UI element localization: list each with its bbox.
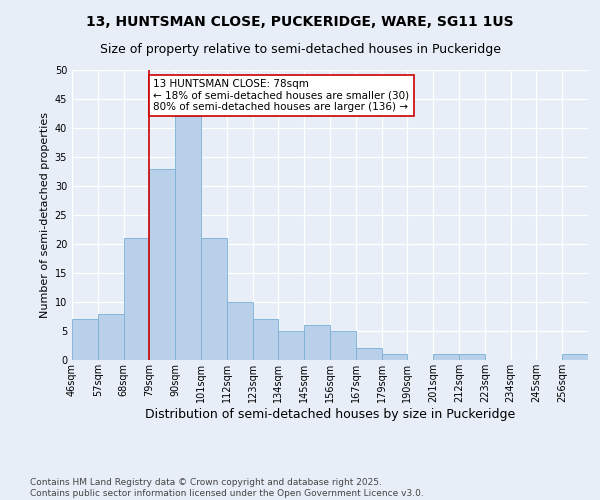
Bar — [433, 354, 459, 360]
Bar — [98, 314, 124, 360]
Text: Size of property relative to semi-detached houses in Puckeridge: Size of property relative to semi-detach… — [100, 42, 500, 56]
Bar — [201, 238, 227, 360]
Text: 13, HUNTSMAN CLOSE, PUCKERIDGE, WARE, SG11 1US: 13, HUNTSMAN CLOSE, PUCKERIDGE, WARE, SG… — [86, 15, 514, 29]
X-axis label: Distribution of semi-detached houses by size in Puckeridge: Distribution of semi-detached houses by … — [145, 408, 515, 420]
Bar — [304, 325, 330, 360]
Bar — [459, 354, 485, 360]
Bar — [330, 331, 356, 360]
Bar — [278, 331, 304, 360]
Bar — [175, 116, 201, 360]
Text: 13 HUNTSMAN CLOSE: 78sqm
← 18% of semi-detached houses are smaller (30)
80% of s: 13 HUNTSMAN CLOSE: 78sqm ← 18% of semi-d… — [153, 78, 409, 112]
Bar — [124, 238, 149, 360]
Y-axis label: Number of semi-detached properties: Number of semi-detached properties — [40, 112, 50, 318]
Bar — [253, 320, 278, 360]
Text: Contains HM Land Registry data © Crown copyright and database right 2025.
Contai: Contains HM Land Registry data © Crown c… — [30, 478, 424, 498]
Bar — [227, 302, 253, 360]
Bar — [562, 354, 588, 360]
Bar — [72, 320, 98, 360]
Bar — [149, 168, 175, 360]
Bar — [382, 354, 407, 360]
Bar — [356, 348, 382, 360]
